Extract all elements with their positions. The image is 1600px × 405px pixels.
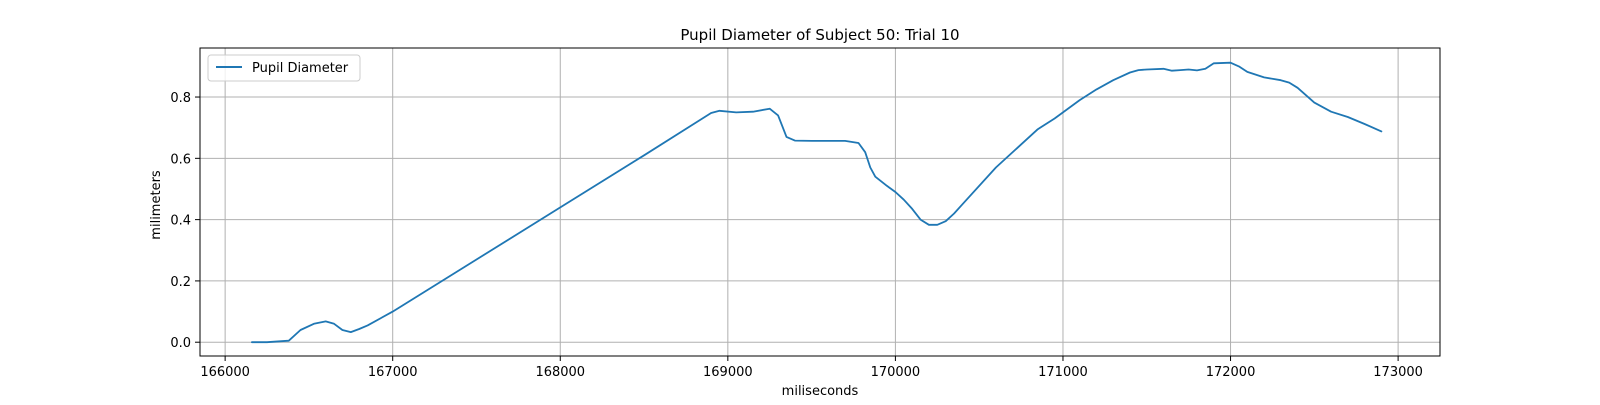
x-tick-label: 167000 bbox=[368, 365, 418, 380]
x-tick-label: 166000 bbox=[200, 365, 250, 380]
y-tick-label: 0.2 bbox=[170, 275, 191, 290]
y-tick-label: 0.0 bbox=[170, 336, 191, 351]
x-tick-label: 172000 bbox=[1206, 365, 1256, 380]
x-tick-label: 169000 bbox=[703, 365, 753, 380]
x-axis-label: miliseconds bbox=[782, 384, 859, 399]
chart-title: Pupil Diameter of Subject 50: Trial 10 bbox=[680, 26, 959, 44]
x-tick-label: 173000 bbox=[1373, 365, 1423, 380]
series-line-pupil-diameter bbox=[250, 61, 1383, 344]
x-tick-label: 170000 bbox=[871, 365, 921, 380]
legend: Pupil Diameter bbox=[207, 54, 361, 82]
y-tick-label: 0.8 bbox=[170, 91, 191, 106]
y-axis-ticks: 0.0 0.2 0.4 0.6 0.8 bbox=[170, 91, 200, 351]
series-layer bbox=[250, 61, 1383, 344]
x-tick-label: 171000 bbox=[1038, 365, 1088, 380]
grid bbox=[200, 48, 1440, 356]
plot-frame bbox=[199, 47, 1441, 357]
x-axis-ticks: 166000 167000 168000 169000 170000 171000 1720… bbox=[200, 356, 1423, 380]
y-axis-label: milimeters bbox=[149, 170, 164, 240]
legend-box bbox=[207, 54, 361, 82]
y-tick-label: 0.4 bbox=[170, 214, 191, 229]
y-tick-label: 0.6 bbox=[170, 152, 191, 167]
x-tick-label: 168000 bbox=[535, 365, 585, 380]
legend-entry-label: Pupil Diameter bbox=[252, 61, 349, 76]
